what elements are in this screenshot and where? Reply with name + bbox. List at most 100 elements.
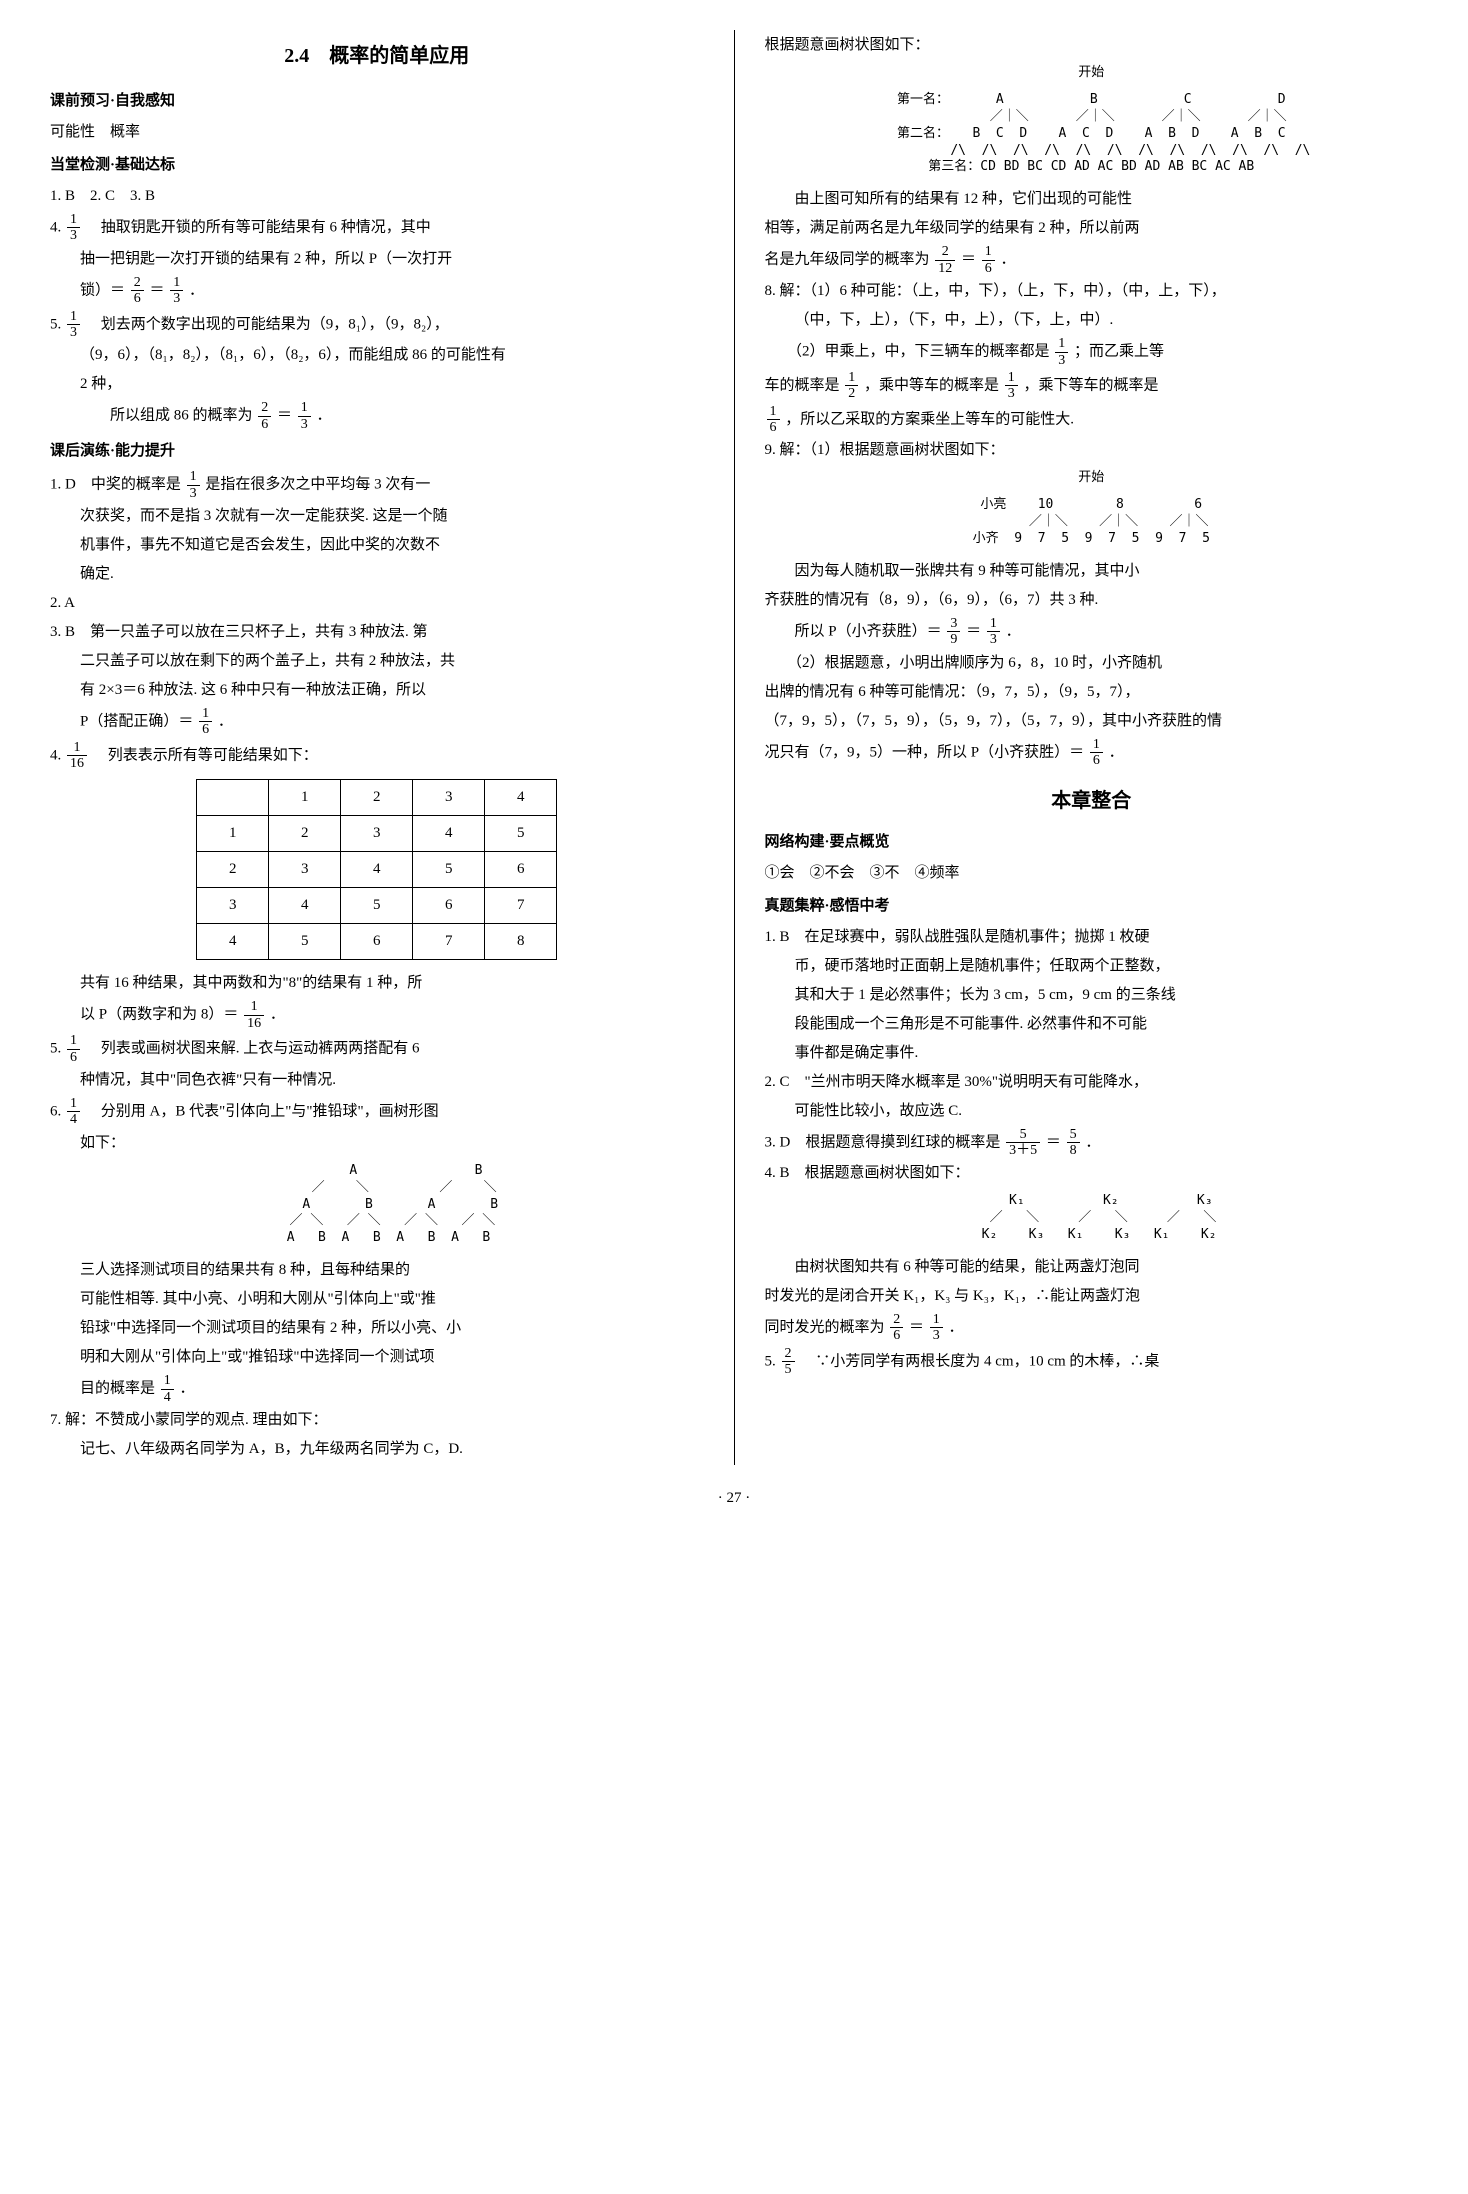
text: 3. B 第一只盖子可以放在三只杯子上，共有 3 种放法. 第: [50, 619, 704, 646]
frac: 16: [67, 1033, 80, 1065]
left-column: 2.4 概率的简单应用 课前预习·自我感知 可能性 概率 当堂检测·基础达标 1…: [50, 30, 704, 1465]
page-number: · 27 ·: [50, 1485, 1418, 1512]
text: ．: [1109, 744, 1124, 760]
cell: 7: [485, 888, 557, 924]
q5-final: 所以组成 86 的概率为 26 ＝ 13 ．: [50, 400, 704, 432]
p1-line1: 1. D 中奖的概率是 13 是指在很多次之中平均每 3 次有一: [50, 469, 704, 501]
text: 9. 解：（1）根据题意画树状图如下：: [765, 437, 1419, 464]
text: 可能性比较小，故应选 C.: [765, 1098, 1419, 1125]
r3-final: 名是九年级同学的概率为 212 ＝ 16 ．: [765, 244, 1419, 276]
text: （2）甲乘上，中，下三辆车的概率都是: [765, 343, 1050, 359]
text: ．: [180, 1381, 195, 1397]
frac: 116: [67, 740, 87, 772]
text: 车的概率是: [765, 377, 840, 393]
cell: 4: [413, 816, 485, 852]
text: 7. 解：不赞成小蒙同学的观点. 理由如下：: [50, 1407, 704, 1434]
text: ．: [1001, 252, 1016, 268]
frac: 25: [782, 1346, 795, 1378]
q8e: 16 ，所以乙采取的方案乘坐上等车的可能性大.: [765, 404, 1419, 436]
heading-post: 课后演练·能力提升: [50, 438, 704, 465]
table-row: 4 5 6 7 8: [197, 924, 557, 960]
frac: 16: [767, 404, 780, 436]
text: （9，6），（8₁，8₂），（8₁，6），（8₂，6），而能组成 86 的可能性…: [50, 342, 704, 369]
cell: 7: [413, 924, 485, 960]
text: ，所以乙采取的方案乘坐上等车的可能性大.: [785, 411, 1074, 427]
p3-final: P（搭配正确）＝ 16 ．: [50, 706, 704, 738]
frac: 16: [982, 244, 995, 276]
text: 种情况，其中"同色衣裤"只有一种情况.: [50, 1067, 704, 1094]
text: ．: [1085, 1134, 1100, 1150]
answers-123: 1. B 2. C 3. B: [50, 183, 704, 210]
frac: 212: [935, 244, 955, 276]
frac: 14: [67, 1096, 80, 1128]
cell: 5: [269, 924, 341, 960]
text: 记七、八年级两名同学为 A，B，九年级两名同学为 C，D.: [50, 1436, 704, 1463]
text: 可能性相等. 其中小亮、小明和大刚从"引体向上"或"推: [50, 1286, 704, 1313]
tree-title: 开始: [765, 470, 1419, 487]
text: 齐获胜的情况有（8，9），（6，9），（6，7）共 3 种.: [765, 587, 1419, 614]
text: （2）根据题意，小明出牌顺序为 6，8，10 时，小齐随机: [765, 650, 1419, 677]
text: 因为每人随机取一张牌共有 9 种等可能情况，其中小: [765, 558, 1419, 585]
frac: 16: [199, 706, 212, 738]
frac: 12: [845, 370, 858, 402]
cell: 1: [269, 780, 341, 816]
cell: 3: [413, 780, 485, 816]
text: 所以组成 86 的概率为: [80, 408, 253, 424]
text: 共有 16 种结果，其中两数和为"8"的结果有 1 种，所: [50, 970, 704, 997]
text: ，乘下等车的概率是: [1024, 377, 1159, 393]
cell: 6: [485, 852, 557, 888]
text: 2 种，: [50, 371, 704, 398]
lead: 6.: [50, 1103, 65, 1119]
cell: 5: [485, 816, 557, 852]
p2: 2. A: [50, 590, 704, 617]
cell: 4: [197, 924, 269, 960]
cell: 5: [341, 888, 413, 924]
frac: 13: [1005, 370, 1018, 402]
text: 根据题意画树状图如下：: [765, 32, 1419, 59]
text: 三人选择测试项目的结果共有 8 种，且每种结果的: [50, 1257, 704, 1284]
text: 由树状图知共有 6 种等可能的结果，能让两盏灯泡同: [765, 1254, 1419, 1281]
q5-line1: 5. 13 划去两个数字出现的可能结果为（9，8₁），（9，8₂），: [50, 309, 704, 341]
table-row: 2 3 4 5 6: [197, 852, 557, 888]
tree-diagram-ab: A B ／ ＼ ／ ＼ A B A B ／ ＼ ／ ＼ ／ ＼ ／ ＼ A B …: [50, 1163, 704, 1247]
cell: 2: [269, 816, 341, 852]
text: ＝: [277, 408, 292, 424]
text: 1. B 在足球赛中，弱队战胜强队是随机事件；抛掷 1 枚硬: [765, 924, 1419, 951]
heading-preview: 课前预习·自我感知: [50, 88, 704, 115]
text: ＝: [1046, 1134, 1061, 1150]
text: ．: [1006, 623, 1021, 639]
b4d: 同时发光的概率为 26 ＝ 13 ．: [765, 1312, 1419, 1344]
q4-line1: 4. 13 抽取钥匙开锁的所有等可能结果有 6 种情况，其中: [50, 212, 704, 244]
sum-table: 1 2 3 4 1 2 3 4 5 2 3 4 5 6 3 4: [196, 779, 557, 960]
frac: 116: [244, 999, 264, 1031]
text: ＝: [909, 1319, 924, 1335]
text: 锁）＝: [80, 282, 125, 298]
section-title: 2.4 概率的简单应用: [50, 38, 704, 74]
q4-lead: 4.: [50, 219, 65, 235]
lead: 5.: [50, 1041, 65, 1057]
text: ．: [189, 282, 204, 298]
text: 机事件，事先不知道它是否会发生，因此中奖的次数不: [50, 532, 704, 559]
heading-exam: 真题集粹·感悟中考: [765, 893, 1419, 920]
tree-title: 开始: [765, 65, 1419, 82]
text: 列表表示所有等可能结果如下：: [93, 747, 318, 763]
q9d: 所以 P（小齐获胜）＝ 39 ＝ 13 ．: [765, 616, 1419, 648]
lead: 4.: [50, 747, 65, 763]
text: 明和大刚从"引体向上"或"推铅球"中选择同一个测试项: [50, 1344, 704, 1371]
p4-final: 以 P（两数字和为 8）＝ 116 ．: [50, 999, 704, 1031]
text: ＝: [966, 623, 981, 639]
frac: 13: [170, 275, 183, 307]
table-row: 1 2 3 4 5: [197, 816, 557, 852]
text: 出牌的情况有 6 种等可能情况：（9，7，5），（9，5，7），: [765, 679, 1419, 706]
tree-diagram-1086: 小亮 10 8 6 ／｜＼ ／｜＼ ／｜＼ 小齐 9 7 5 9 7 5 9 7…: [765, 497, 1419, 548]
table-row: 3 4 5 6 7: [197, 888, 557, 924]
p6-final: 目的概率是 14 ．: [50, 1373, 704, 1405]
text: （7，9，5），（7，5，9），（5，9，7），（5，7，9），其中小齐获胜的情: [765, 708, 1419, 735]
text: 如下：: [50, 1130, 704, 1157]
text: P（搭配正确）＝: [80, 713, 193, 729]
text: ＝: [150, 282, 165, 298]
text: 分别用 A，B 代表"引体向上"与"推铅球"，画树形图: [86, 1103, 439, 1119]
frac: 13: [930, 1312, 943, 1344]
text: 3. D 根据题意得摸到红球的概率是: [765, 1134, 1001, 1150]
cell: 6: [341, 924, 413, 960]
